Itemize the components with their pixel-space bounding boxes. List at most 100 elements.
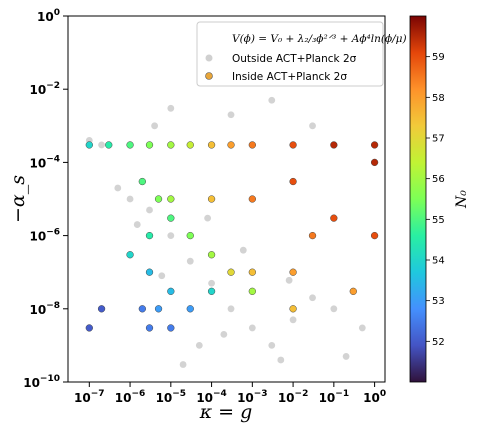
inside-point [167,141,175,149]
inside-point [154,195,163,203]
inside-point [186,141,194,149]
inside-point [349,287,357,295]
outside-point [179,361,187,368]
inside-point [145,268,154,276]
y-tick-label: 10−4 [29,154,60,170]
inside-point [227,268,235,276]
colorbar: 52 53 54 55 56 57 58 59 N₀ [409,15,470,383]
outside-point [227,111,235,119]
inside-point [289,177,297,186]
legend-marker-outside [205,54,213,62]
colorbar-gradient [409,15,427,383]
colorbar-tick-label: 52 [432,337,445,348]
outside-point [98,141,105,149]
outside-points-layer [85,96,366,368]
inside-point [167,195,175,203]
outside-point [204,214,212,222]
colorbar-tick-label: 54 [432,256,445,267]
outside-point [342,353,350,360]
x-axis-label: κ = g [199,401,253,423]
outside-point [195,342,203,349]
inside-point [289,141,297,149]
inside-point [138,305,146,313]
x-tick-label: 10−1 [319,389,350,405]
x-tick-label: 10−7 [74,389,105,405]
outside-point [220,330,228,338]
legend-marker-inside [205,72,213,80]
colorbar-label: N₀ [454,190,470,209]
outside-point [309,122,316,130]
inside-point [370,231,379,240]
colorbar-tick-label: 56 [432,174,445,185]
colorbar-tick-label: 57 [432,134,445,145]
y-axis-label: −α_s [7,175,29,223]
inside-point [370,141,379,149]
y-tick-label: 10−8 [29,301,60,317]
outside-point [268,96,276,104]
inside-point [85,324,93,332]
outside-point [126,195,134,203]
inside-point [207,251,216,259]
outside-point [285,276,293,284]
inside-point [248,287,256,295]
outside-point [289,316,297,324]
inside-point [227,141,235,149]
x-tick-label: 10−6 [115,389,146,405]
inside-point [207,287,216,295]
inside-point [167,214,175,222]
inside-point [186,305,194,313]
inside-point [330,214,338,222]
inside-point [97,305,106,313]
outside-point [358,324,366,332]
inside-point [145,324,154,332]
colorbar-tick-label: 58 [432,93,445,104]
inside-point [154,305,163,313]
inside-point [248,268,256,276]
inside-point [126,141,134,149]
x-tick-label: 100 [363,389,386,405]
inside-point [330,141,338,149]
inside-point [145,231,154,240]
inside-point [186,231,194,240]
plot-frame [67,15,386,383]
inside-point [126,251,134,259]
outside-point [248,324,256,332]
outside-point [208,279,215,287]
inside-point [145,141,154,149]
inside-point [308,231,317,240]
legend-formula: V(ϕ) = V₀ + λ₂/₃ϕ²ᐟ³ + Aϕ⁴ln(ϕ/μ) [232,33,407,45]
y-tick-label: 10−10 [23,374,60,390]
outside-point [277,356,285,364]
outside-point [146,206,153,214]
outside-point [330,305,338,313]
outside-point [167,104,175,112]
outside-point [151,122,159,130]
outside-point [186,257,194,265]
colorbar-tick-label: 59 [432,52,445,63]
legend: V(ϕ) = V₀ + λ₂/₃ϕ²ᐟ³ + Aϕ⁴ln(ϕ/μ) Outsid… [196,21,407,87]
legend-box [196,21,384,87]
outside-point [158,272,166,280]
inside-point [105,141,113,149]
outside-point [167,232,175,240]
colorbar-ticks: 52 53 54 55 56 57 58 59 [426,52,445,348]
inside-point [370,158,379,167]
y-tick-label: 10−2 [29,81,60,97]
inside-point [248,141,256,149]
outside-point [268,342,276,349]
inside-point [167,287,175,295]
inside-point [207,141,216,149]
x-tick-label: 10−5 [156,389,187,405]
colorbar-tick-label: 53 [432,296,445,307]
inside-point [167,324,175,332]
outside-point [133,221,141,228]
outside-point [114,184,122,192]
inside-point [138,177,146,186]
outside-point [227,305,235,313]
x-tick-label: 10−2 [278,389,309,405]
inside-point [289,268,297,276]
y-tick-label: 100 [37,8,60,24]
colorbar-tick-label: 55 [432,215,445,226]
y-tick-label: 10−6 [29,228,60,244]
